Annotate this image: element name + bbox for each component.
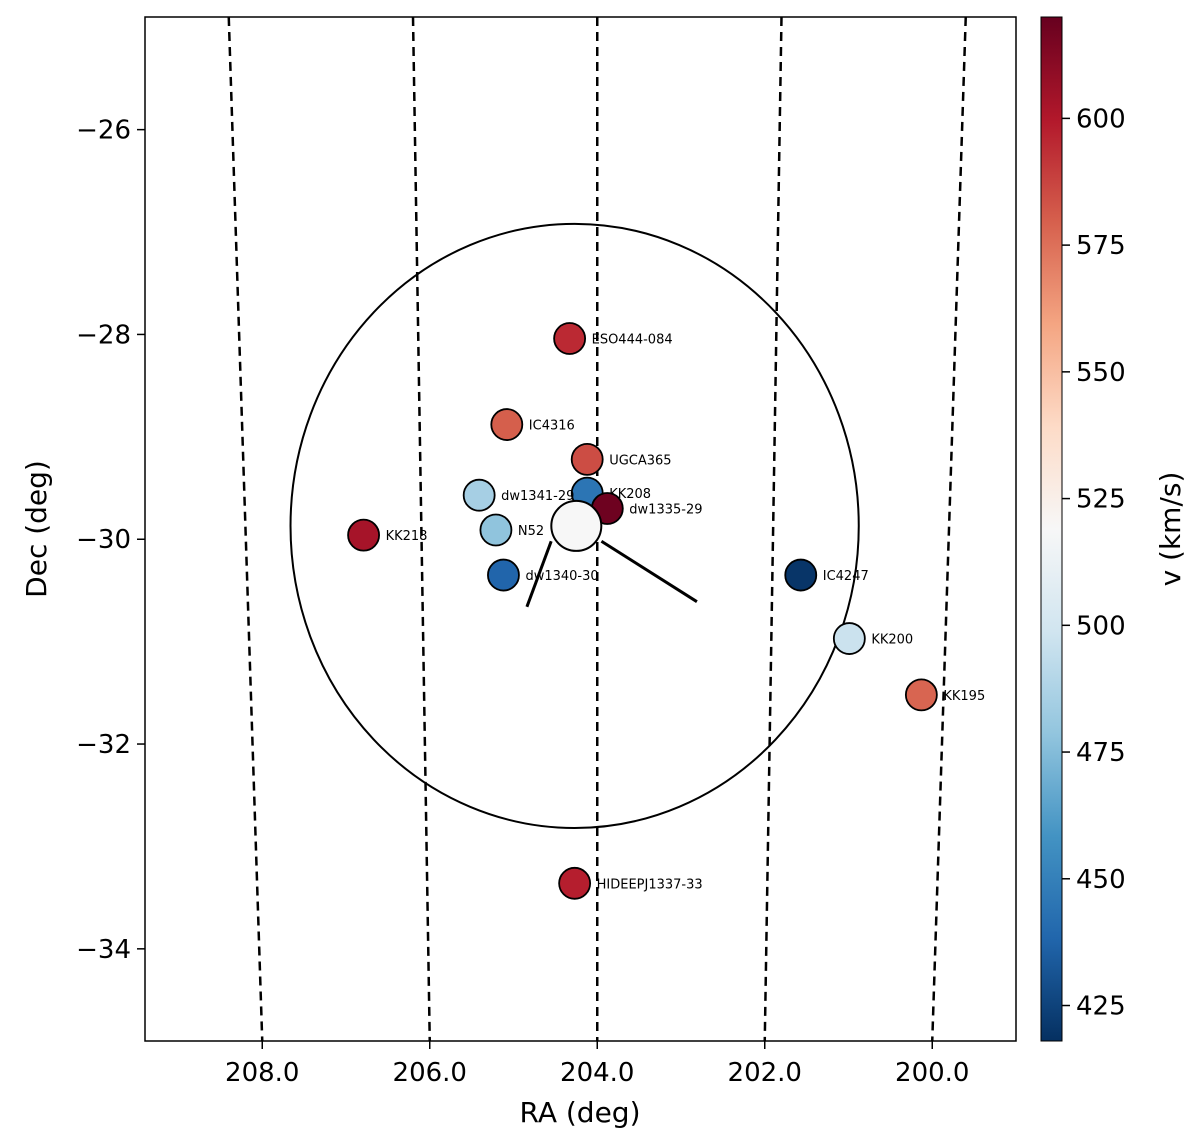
point-label-ugca365: UGCA365 [609, 453, 671, 468]
meridian-line-5 [931, 17, 967, 1041]
point-kk200 [832, 622, 866, 655]
point-n52 [479, 513, 513, 547]
direction-line-2 [600, 540, 698, 603]
colorbar-tick-label: 500 [1076, 611, 1126, 641]
meridian-line-2 [411, 17, 431, 1041]
point-label-ic4316: IC4316 [529, 419, 575, 434]
meridian-line-4 [763, 17, 783, 1041]
colorbar-tick-label: 575 [1076, 231, 1126, 261]
point-ic4316 [490, 408, 524, 441]
point-dw1341-29 [462, 478, 496, 512]
point-label-kk195: KK195 [943, 689, 985, 704]
point-label-kk218: KK218 [386, 529, 428, 544]
colorbar-tick-label: 525 [1076, 485, 1126, 515]
colorbar-tick-label: 550 [1076, 358, 1126, 388]
y-tick-label: −34 [76, 935, 131, 965]
point-eso444-084 [553, 322, 587, 355]
y-axis-label: Dec (deg) [20, 460, 53, 598]
colorbar-tick-label: 450 [1076, 865, 1126, 895]
colorbar-gradient [1040, 16, 1063, 1042]
x-tick-label: 204.0 [560, 1058, 634, 1088]
point-label-dw1341-29: dw1341-29 [501, 489, 574, 504]
colorbar-tick-label: 425 [1076, 992, 1126, 1022]
point-label-dw1335-29: dw1335-29 [629, 503, 702, 518]
colorbar-tick-label: 600 [1076, 104, 1126, 134]
point-dw1340-30 [487, 558, 520, 592]
axes-layer: 208.0 206.0 204.0 202.0 200.0 −26 −28 −30 −32 −34 [76, 116, 969, 1088]
group-radius-circle [289, 222, 860, 830]
x-tick-label: 208.0 [225, 1058, 299, 1088]
point-label-kk200: KK200 [871, 633, 913, 648]
y-tick-label: −26 [76, 116, 131, 146]
x-tick-label: 206.0 [393, 1058, 467, 1088]
colorbar-tick-label: 475 [1076, 738, 1126, 768]
point-label-hideepj1337-33: HIDEEPJ1337-33 [597, 877, 703, 892]
meridian-line-1 [227, 17, 264, 1041]
point-label-n52: N52 [518, 524, 544, 539]
plot-frame [144, 16, 1017, 1042]
x-tick-label: 202.0 [728, 1058, 802, 1088]
point-kk195 [904, 678, 938, 712]
central-galaxy-marker [550, 499, 603, 552]
colorbar-ticks: 425 450 475 500 525 550 575 600 [1062, 104, 1126, 1022]
direction-line-1 [525, 540, 553, 608]
colorbar: 425 450 475 500 525 550 575 600 v (km/s) [1040, 16, 1187, 1042]
y-tick-label: −32 [76, 730, 131, 760]
colorbar-label: v (km/s) [1154, 472, 1187, 587]
point-kk218 [347, 518, 380, 552]
y-tick-label: −30 [76, 525, 131, 555]
point-ugca365 [570, 442, 604, 476]
point-label-dw1340-30: dw1340-30 [525, 569, 598, 584]
point-hideepj1337-33 [558, 866, 592, 900]
point-label-ic4247: IC4247 [823, 569, 869, 584]
x-axis-label: RA (deg) [520, 1096, 641, 1129]
y-tick-label: −28 [76, 320, 131, 350]
x-tick-label: 200.0 [895, 1058, 969, 1088]
point-ic4247 [784, 558, 818, 592]
points-layer: ESO444-084IC4316UGCA365KK208dw1335-29dw1… [347, 322, 985, 900]
point-label-eso444-084: ESO444-084 [592, 333, 673, 348]
